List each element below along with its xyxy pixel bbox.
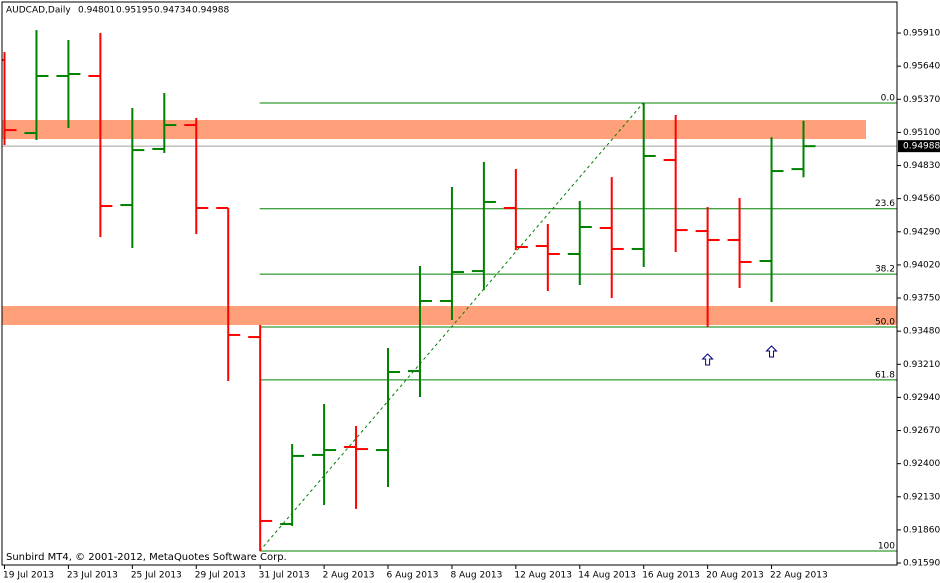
- up-arrow: [701, 353, 714, 366]
- footer: Sunbird MT4, © 2001-2012, MetaQuotes Sof…: [6, 552, 287, 563]
- y-tick-label: 0.92670: [903, 426, 940, 436]
- chart-title: AUDCAD,Daily: [6, 6, 71, 16]
- x-tick-label: 8 Aug 2013: [450, 571, 502, 581]
- plot-frame: [1, 1, 898, 566]
- header-value: 0.94801: [78, 6, 115, 16]
- fib-label: 61.8: [875, 370, 895, 380]
- zone: [2, 306, 897, 326]
- x-tick-label: 20 Aug 2013: [706, 571, 764, 581]
- fib-label: 38.2: [875, 265, 895, 275]
- x-tick-label: 14 Aug 2013: [578, 571, 636, 581]
- y-tick-label: 0.95640: [903, 62, 940, 72]
- y-tick-label: 0.94830: [903, 161, 940, 171]
- header-value: 0.95195: [116, 6, 153, 16]
- x-tick-label: 16 Aug 2013: [642, 571, 700, 581]
- x-tick-label: 19 Jul 2013: [3, 571, 54, 581]
- y-tick-label: 0.91860: [903, 525, 940, 535]
- y-tick-label: 0.92940: [903, 393, 940, 403]
- y-tick-label: 0.93750: [903, 294, 940, 304]
- fib-label: 0.0: [881, 93, 896, 103]
- header-value: 0.94734: [154, 6, 191, 16]
- y-tick-label: 0.94560: [903, 194, 940, 204]
- y-tick-label: 0.92400: [903, 459, 940, 469]
- x-tick-label: 2 Aug 2013: [323, 571, 375, 581]
- y-tick-label: 0.95370: [903, 95, 940, 105]
- price-label: 0.94988: [903, 142, 940, 152]
- y-tick-label: 0.93210: [903, 360, 940, 370]
- x-tick-label: 23 Jul 2013: [67, 571, 118, 581]
- fib-label: 100: [878, 542, 895, 552]
- y-tick-label: 0.92130: [903, 492, 940, 502]
- x-tick-label: 6 Aug 2013: [387, 571, 439, 581]
- y-tick-label: 0.95100: [903, 128, 940, 138]
- up-arrow: [765, 345, 778, 358]
- y-tick-label: 0.94020: [903, 260, 940, 270]
- x-tick-label: 31 Jul 2013: [259, 571, 310, 581]
- fib-label: 50.0: [875, 317, 895, 327]
- x-tick-label: 22 Aug 2013: [770, 571, 828, 581]
- fib-label: 23.6: [875, 199, 895, 209]
- header-value: 0.94988: [192, 6, 229, 16]
- plot-area: [2, 30, 897, 552]
- y-tick-label: 0.95910: [903, 29, 940, 39]
- price-box: [898, 140, 940, 153]
- x-tick-label: 12 Aug 2013: [514, 571, 572, 581]
- x-tick-label: 25 Jul 2013: [131, 571, 182, 581]
- y-tick-label: 0.94290: [903, 227, 940, 237]
- y-tick-label: 0.93480: [903, 327, 940, 337]
- x-tick-label: 29 Jul 2013: [195, 571, 246, 581]
- y-tick-label: 0.91590: [903, 559, 940, 569]
- zone: [2, 120, 866, 140]
